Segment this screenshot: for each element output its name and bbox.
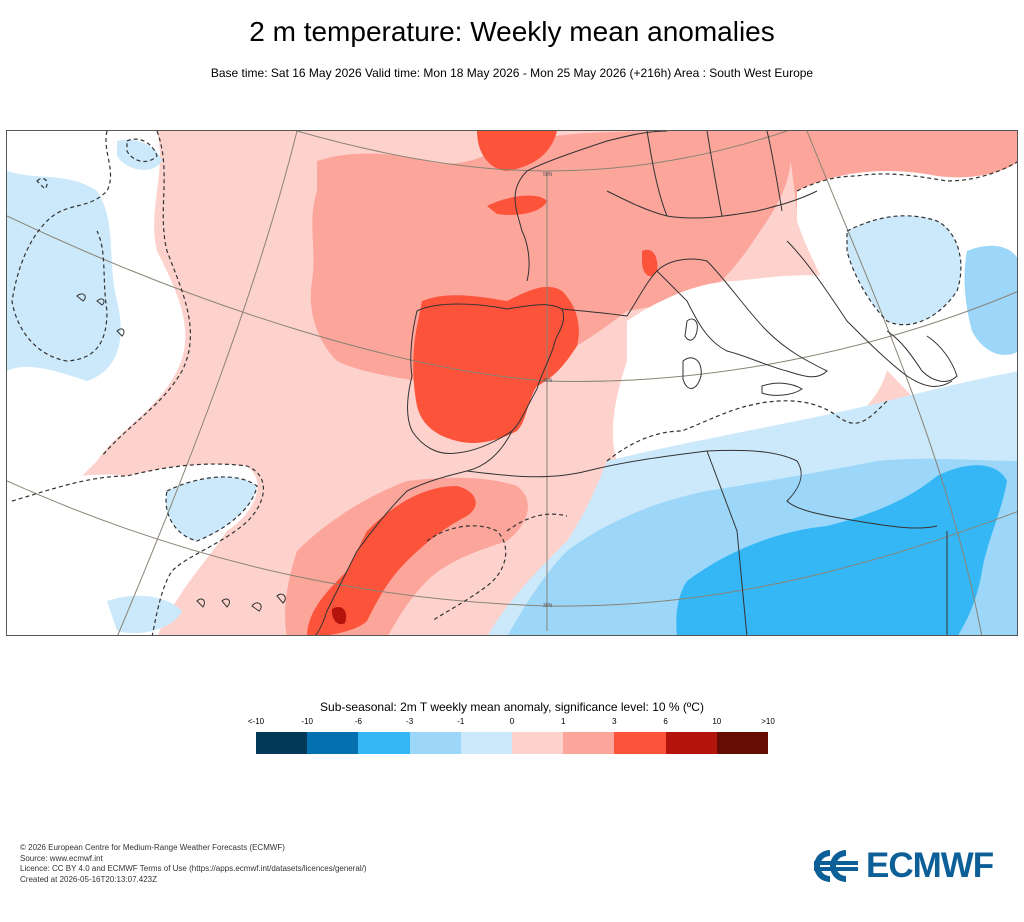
footer-licence: Licence: CC BY 4.0 and ECMWF Terms of Us… xyxy=(20,864,367,873)
legend-tick: <-10 xyxy=(247,717,265,726)
legend-swatch xyxy=(256,732,308,754)
ecmwf-logo-icon xyxy=(814,850,858,882)
legend-tick: 6 xyxy=(663,717,668,726)
hot-north-strip xyxy=(477,131,557,171)
hot-morocco-core xyxy=(331,606,347,625)
libya-cold-region xyxy=(676,465,1007,635)
legend-swatch xyxy=(409,732,461,754)
legend-color-bar xyxy=(256,732,769,754)
legend-tick: -10 xyxy=(301,717,313,726)
atlantic-cool-region xyxy=(7,171,121,381)
legend-title: Sub-seasonal: 2m T weekly mean anomaly, … xyxy=(320,700,704,714)
anomaly-map: 50N 40N 30N xyxy=(6,130,1018,636)
legend-tick: -1 xyxy=(457,717,465,726)
footer-credits: © 2026 European Centre for Medium-Range … xyxy=(20,843,367,885)
legend-tick: 3 xyxy=(612,717,617,726)
legend-tick: 0 xyxy=(509,717,515,726)
sw-cool-patch xyxy=(107,595,182,634)
significance-contours xyxy=(11,131,1017,635)
map-canvas: 50N 40N 30N xyxy=(7,131,1017,635)
hot-iberia-region xyxy=(413,286,579,443)
legend-ticks: <-10 -10 -6 -3 -1 0 1 3 6 10 >10 xyxy=(248,717,775,729)
legend-tick: >10 xyxy=(761,717,775,726)
legend-swatch xyxy=(358,732,410,754)
ecmwf-logo: ECMWF xyxy=(812,846,1012,886)
coastlines xyxy=(76,131,958,635)
legend-swatch xyxy=(716,732,769,754)
legend-swatch xyxy=(665,732,717,754)
hot-north-spot xyxy=(487,195,547,215)
legend-swatch xyxy=(460,732,513,754)
footer-created: Created at 2026-05-16T20:13:07.423Z xyxy=(20,874,157,884)
footer-source: Source: www.ecmwf.int xyxy=(20,853,103,863)
legend-swatch xyxy=(307,732,359,754)
legend-swatch xyxy=(563,732,615,754)
legend-swatch xyxy=(512,732,564,754)
ecmwf-logo-text: ECMWF xyxy=(866,846,994,885)
legend-tick: -6 xyxy=(354,717,362,726)
graticule xyxy=(7,131,1017,635)
legend-tick: -3 xyxy=(406,717,414,726)
legend-swatch xyxy=(614,732,666,754)
grid-label-40n: 40N xyxy=(543,378,553,384)
chart-title: 2 m temperature: Weekly mean anomalies xyxy=(249,16,775,47)
legend-tick: 10 xyxy=(712,717,722,726)
grid-label-50n: 50N xyxy=(543,172,553,178)
canary-cool-region xyxy=(166,476,257,541)
hot-alps-spot xyxy=(642,249,658,277)
legend-tick: 1 xyxy=(560,717,566,726)
east-cool-region xyxy=(964,245,1017,355)
hot-morocco-region xyxy=(307,486,476,635)
footer-copyright: © 2026 European Centre for Medium-Range … xyxy=(20,843,285,852)
atlantic-cool-north xyxy=(117,139,162,171)
chart-subtitle: Base time: Sat 16 May 2026 Valid time: M… xyxy=(210,66,814,80)
grid-label-30n: 30N xyxy=(543,603,553,609)
